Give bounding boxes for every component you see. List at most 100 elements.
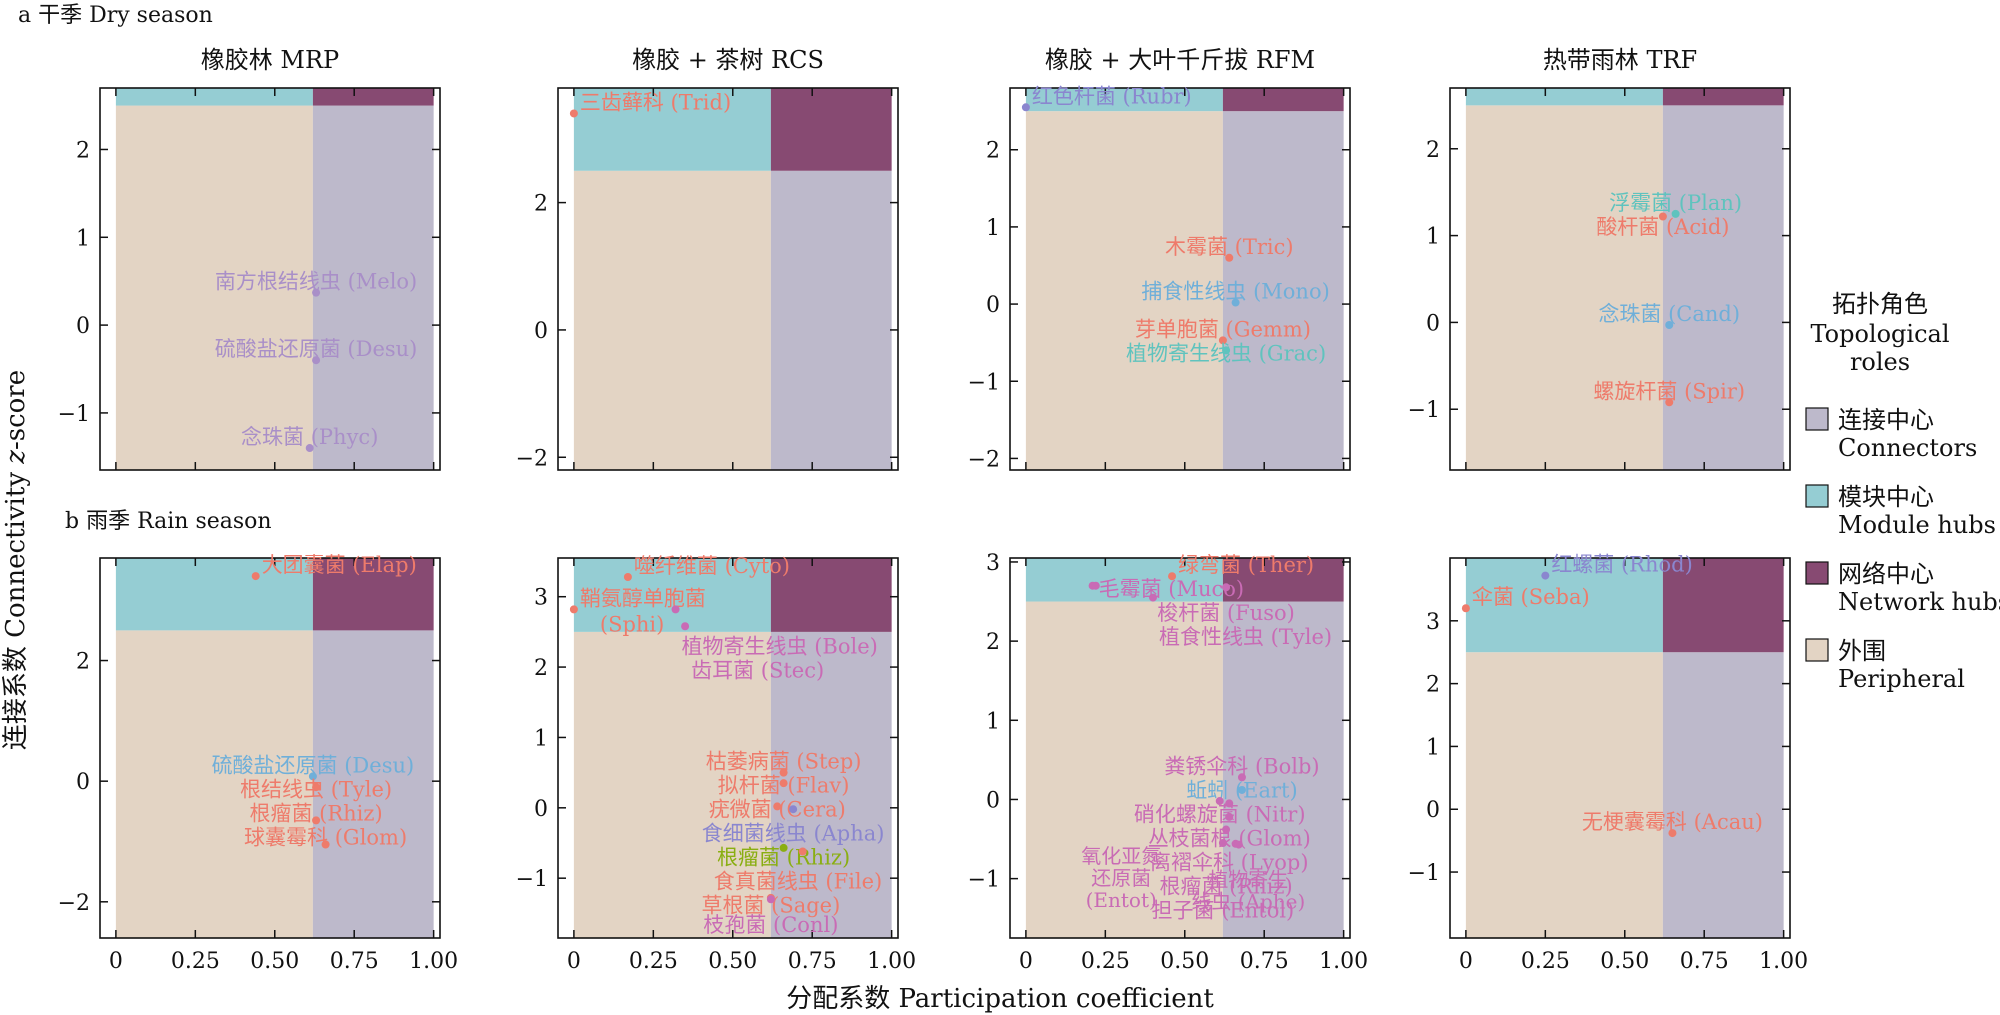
- y-axis-label-italic: z: [1, 450, 31, 465]
- panel-frame: [99, 87, 441, 471]
- point-label: 根瘤菌 (Rhiz): [249, 801, 382, 825]
- panel-frame: [557, 557, 899, 939]
- y-tick-label: 0: [534, 797, 548, 822]
- data-point: [312, 288, 321, 297]
- region-module-hubs: [573, 558, 771, 632]
- data-point: [779, 843, 788, 852]
- panel-title: 橡胶 + 茶树 RCS: [632, 46, 824, 74]
- y-tick-label: 0: [76, 770, 90, 795]
- legend-item-en: Module hubs: [1838, 511, 1996, 539]
- region-network-hubs: [1662, 558, 1784, 653]
- panel-frame: [1009, 557, 1351, 939]
- data-point: [569, 109, 578, 118]
- point-label: 噬纤维菌 (Cyto): [634, 554, 790, 578]
- data-point: [789, 805, 798, 814]
- point-label: 红螺菌 (Rhod): [1551, 553, 1692, 577]
- legend-item-cn: 外围: [1838, 637, 1886, 665]
- data-point: [312, 356, 321, 365]
- y-tick-label: 0: [986, 293, 1000, 318]
- data-point: [779, 768, 788, 777]
- point-label: 梭杆菌 (Fuso): [1157, 601, 1295, 625]
- legend-swatch: [1805, 561, 1829, 585]
- region-network-hubs: [1222, 88, 1344, 112]
- y-tick-label: 2: [534, 656, 548, 681]
- legend-item-cn: 连接中心: [1838, 406, 1934, 434]
- panel-8: −1 0 1 2 3 0 0.25 0.50 0.75 1.00 红螺菌 (Rhod) 伞菌 (Seb…: [1408, 553, 1809, 974]
- y-tick-label: 1: [986, 216, 1000, 241]
- data-point: [1222, 583, 1231, 592]
- point-label: 植物寄生线虫 (Bole): [682, 634, 878, 658]
- region-peripheral: [1025, 111, 1223, 470]
- data-point: [1541, 571, 1550, 580]
- data-point: [773, 802, 782, 811]
- y-tick-label: 3: [1426, 610, 1440, 635]
- panel-title: 橡胶林 MRP: [201, 46, 339, 74]
- panel-3: 橡胶 + 大叶千斤拔 RFM −2 −1 0 1 2 红色杆菌 (Rubr) 木霉菌 (Tri…: [968, 46, 1351, 472]
- region-peripheral: [115, 105, 313, 470]
- row-label-rain: b 雨季 Rain season: [65, 509, 272, 534]
- y-axis-label: 连接系数 Connectivity z-score: [1, 370, 31, 750]
- data-point: [1222, 825, 1231, 834]
- y-axis-label-prefix: 连接系数 Connectivity: [1, 464, 31, 750]
- data-point: [1665, 398, 1674, 407]
- point-label: 芽单胞菌 (Gemm): [1135, 317, 1311, 341]
- point-label: 浮霉菌 (Plan): [1609, 191, 1742, 215]
- legend-swatch: [1805, 638, 1829, 662]
- y-tick-label: 0: [986, 788, 1000, 813]
- point-label: 食真菌线虫 (File): [714, 870, 883, 894]
- panel-2: 橡胶 + 茶树 RCS −2 0 2 三齿藓科 (Trid): [516, 46, 899, 471]
- data-point: [1665, 321, 1674, 330]
- region-connectors: [1662, 652, 1784, 938]
- point-label: 担子菌 (Entol): [1152, 898, 1295, 922]
- x-tick-label: 0: [567, 949, 581, 974]
- point-label: 螺旋杆菌 (Spir): [1593, 379, 1745, 403]
- data-point: [1218, 839, 1227, 847]
- region-module-hubs: [1025, 88, 1223, 112]
- data-point: [1021, 103, 1030, 112]
- region-network-hubs: [312, 88, 434, 106]
- point-label: 硫酸盐还原菌 (Desu): [212, 753, 415, 777]
- legend-item-cn: 模块中心: [1838, 483, 1934, 511]
- data-point: [1231, 298, 1240, 307]
- y-tick-label: −1: [968, 868, 1000, 893]
- x-tick-label: 0.75: [788, 949, 837, 974]
- region-module-hubs: [1025, 558, 1223, 602]
- legend-title-cn: 拓扑角色: [1832, 290, 1928, 318]
- point-label: 食细菌线虫 (Apha): [702, 822, 885, 846]
- point-label: 念珠菌 (Cand): [1598, 302, 1740, 326]
- y-tick-label: 1: [986, 709, 1000, 734]
- y-tick-label: 3: [534, 586, 548, 611]
- y-tick-label: 1: [1426, 735, 1440, 760]
- data-point: [1091, 581, 1100, 590]
- y-tick-label: 2: [534, 192, 548, 217]
- legend-item-en: Network hubs: [1838, 588, 2000, 616]
- point-label: 大团囊菌 (Elap): [262, 553, 417, 577]
- data-point: [305, 444, 314, 453]
- data-point: [766, 895, 775, 904]
- panel-frame: [1449, 557, 1791, 939]
- legend-item-cn: 网络中心: [1838, 560, 1934, 588]
- x-tick-label: 0.50: [708, 949, 757, 974]
- point-label: 红色杆菌 (Rubr): [1032, 84, 1192, 108]
- data-point: [1148, 593, 1157, 602]
- region-peripheral: [1025, 601, 1223, 938]
- region-connectors: [770, 170, 892, 470]
- region-module-hubs: [115, 88, 313, 106]
- y-tick-label: 2: [76, 650, 90, 675]
- data-point: [312, 816, 321, 825]
- point-label: 毛霉菌 (Muco): [1099, 577, 1245, 601]
- panel-6: −1 0 1 2 3 0 0.25 0.50 0.75 1.00 噬纤维菌 (Cyto) 鞘氨醇单胞菌…: [516, 554, 917, 974]
- data-point: [312, 783, 321, 792]
- region-connectors: [312, 630, 434, 938]
- x-tick-label: 1.00: [867, 949, 916, 974]
- point-label: 枯萎病菌 (Step): [706, 750, 862, 774]
- panels-group: 橡胶林 MRP −1 0 1 2 南方根结线虫 (Melo) 硫酸盐还原菌 (Desu) 念珠…: [58, 46, 1809, 974]
- y-tick-label: 2: [986, 630, 1000, 655]
- region-network-hubs: [1662, 88, 1784, 106]
- point-label: 齿耳菌 (Stec): [691, 658, 824, 682]
- point-label: 鞘氨醇单胞菌: [580, 586, 706, 610]
- data-point: [1668, 829, 1677, 838]
- region-module-hubs: [1465, 88, 1663, 106]
- data-point: [1168, 572, 1177, 581]
- x-tick-label: 0.25: [629, 949, 678, 974]
